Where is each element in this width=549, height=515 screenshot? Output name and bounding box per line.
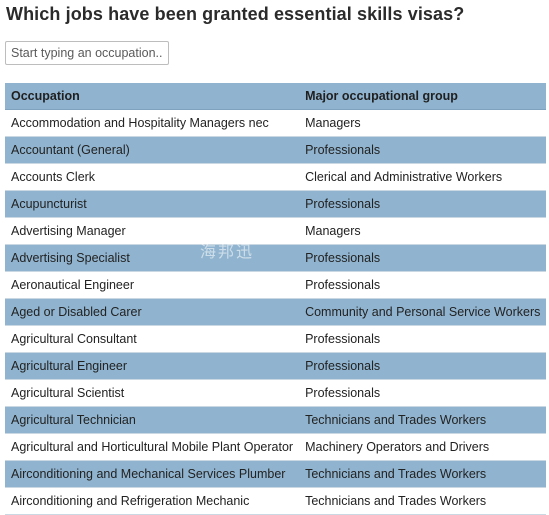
table-row: Aged or Disabled Carer Community and Per… bbox=[5, 298, 547, 326]
occupation-cell: Airconditioning and Refrigeration Mechan… bbox=[5, 487, 300, 515]
occupation-cell: Accountant (General) bbox=[5, 136, 300, 164]
column-header-occupation[interactable]: Occupation bbox=[5, 83, 300, 110]
group-cell: Professionals bbox=[299, 379, 547, 407]
table-row: Accounts Clerk Clerical and Administrati… bbox=[5, 163, 547, 191]
group-cell: Professionals bbox=[299, 271, 547, 299]
occupations-table: Occupation Major occupational group Acco… bbox=[5, 83, 547, 515]
table-row: Aeronautical Engineer Professionals bbox=[5, 271, 547, 299]
occupation-cell: Aeronautical Engineer bbox=[5, 271, 300, 299]
table-row: Agricultural and Horticultural Mobile Pl… bbox=[5, 433, 547, 461]
table-header-row: Occupation Major occupational group bbox=[5, 83, 547, 110]
group-cell: Professionals bbox=[299, 325, 547, 353]
group-cell: Clerical and Administrative Workers bbox=[299, 163, 547, 191]
table-row: Agricultural Consultant Professionals bbox=[5, 325, 547, 353]
page-title: Which jobs have been granted essential s… bbox=[6, 4, 465, 24]
table-row: Accountant (General) Professionals bbox=[5, 136, 547, 164]
table-row: Agricultural Engineer Professionals bbox=[5, 352, 547, 380]
table-row: Agricultural Scientist Professionals bbox=[5, 379, 547, 407]
occupation-cell: Agricultural and Horticultural Mobile Pl… bbox=[5, 433, 300, 461]
occupation-cell: Advertising Manager bbox=[5, 217, 300, 245]
group-cell: Machinery Operators and Drivers bbox=[299, 433, 547, 461]
occupation-cell: Accounts Clerk bbox=[5, 163, 300, 191]
group-cell: Technicians and Trades Workers bbox=[299, 406, 547, 434]
occupation-cell: Agricultural Consultant bbox=[5, 325, 300, 353]
occupation-cell: Agricultural Engineer bbox=[5, 352, 300, 380]
group-cell: Technicians and Trades Workers bbox=[299, 460, 547, 488]
group-cell: Professionals bbox=[299, 352, 547, 380]
occupation-cell: Agricultural Scientist bbox=[5, 379, 300, 407]
table-row: Agricultural Technician Technicians and … bbox=[5, 406, 547, 434]
occupation-search-input[interactable] bbox=[5, 41, 169, 65]
occupation-cell: Airconditioning and Mechanical Services … bbox=[5, 460, 300, 488]
table-row: Airconditioning and Refrigeration Mechan… bbox=[5, 487, 547, 515]
group-cell: Community and Personal Service Workers bbox=[299, 298, 547, 326]
table-row: Advertising Manager Managers bbox=[5, 217, 547, 245]
group-cell: Technicians and Trades Workers bbox=[299, 487, 547, 515]
group-cell: Professionals bbox=[299, 136, 547, 164]
table-row: Accommodation and Hospitality Managers n… bbox=[5, 109, 547, 137]
group-cell: Professionals bbox=[299, 244, 547, 272]
occupation-cell: Advertising Specialist bbox=[5, 244, 300, 272]
occupation-cell: Accommodation and Hospitality Managers n… bbox=[5, 109, 300, 137]
occupation-cell: Acupuncturist bbox=[5, 190, 300, 218]
table-row: Advertising Specialist Professionals bbox=[5, 244, 547, 272]
group-cell: Managers bbox=[299, 109, 547, 137]
column-header-major-occupational-group[interactable]: Major occupational group bbox=[299, 83, 547, 110]
occupation-cell: Aged or Disabled Carer bbox=[5, 298, 300, 326]
group-cell: Professionals bbox=[299, 190, 547, 218]
table-row: Acupuncturist Professionals bbox=[5, 190, 547, 218]
occupation-cell: Agricultural Technician bbox=[5, 406, 300, 434]
table-row: Airconditioning and Mechanical Services … bbox=[5, 460, 547, 488]
group-cell: Managers bbox=[299, 217, 547, 245]
